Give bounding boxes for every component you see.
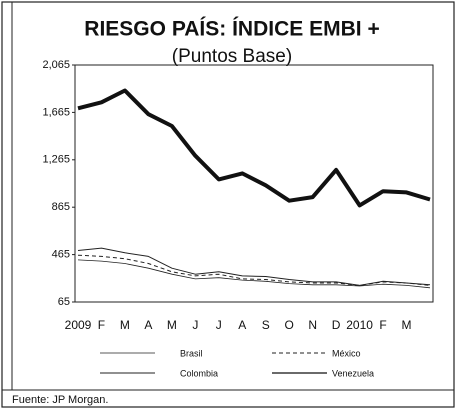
chart-title: RIESGO PAÍS: ÍNDICE EMBI + [84, 18, 379, 41]
source: Fuente: JP Morgan. [12, 394, 108, 406]
x-tick-label: M [402, 318, 412, 332]
x-tick-label: F [98, 318, 105, 332]
x-tick-label: A [144, 318, 152, 332]
y-tick-label: 465 [52, 249, 70, 261]
x-tick-label: 2009 [65, 318, 92, 332]
legend-label: Colombia [180, 368, 218, 378]
y-tick-label: 1,265 [42, 154, 70, 166]
chart-subtitle: (Puntos Base) [172, 46, 292, 67]
y-tick-label: 65 [58, 296, 70, 308]
x-tick-label: S [262, 318, 270, 332]
x-tick-label: M [167, 318, 177, 332]
series-line [77, 247, 431, 286]
y-tick-label: 865 [52, 201, 70, 213]
series-line [77, 88, 431, 208]
x-tick-label: J [192, 318, 198, 332]
series-line [77, 259, 431, 289]
x-tick-label: D [332, 318, 341, 332]
x-tick-label: O [285, 318, 294, 332]
legend-label: México [332, 348, 361, 358]
x-tick-label: A [238, 318, 246, 332]
x-tick-label: J [216, 318, 222, 332]
x-tick-label: 2010 [346, 318, 373, 332]
frame [1, 1, 455, 408]
x-tick-label: F [379, 318, 386, 332]
x-tick-label: N [308, 318, 317, 332]
legend-label: Venezuela [332, 368, 374, 378]
x-tick-label: M [120, 318, 130, 332]
plot-frame [74, 64, 434, 303]
y-tick-label: 1,665 [42, 106, 70, 118]
y-tick-label: 2,065 [42, 59, 70, 71]
legend-label: Brasil [180, 348, 203, 358]
